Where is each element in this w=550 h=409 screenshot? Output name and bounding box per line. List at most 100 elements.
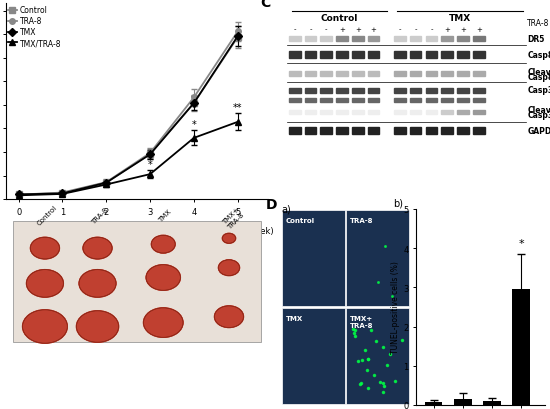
- Text: -: -: [430, 27, 433, 32]
- Bar: [454, 399, 472, 405]
- Circle shape: [218, 260, 239, 276]
- Y-axis label: TUNEL-positive cells (%): TUNEL-positive cells (%): [392, 261, 400, 353]
- FancyBboxPatch shape: [336, 89, 348, 93]
- FancyBboxPatch shape: [442, 72, 453, 77]
- FancyBboxPatch shape: [352, 72, 364, 77]
- FancyBboxPatch shape: [394, 89, 406, 93]
- Circle shape: [144, 308, 183, 337]
- FancyBboxPatch shape: [368, 37, 380, 42]
- Text: -: -: [325, 27, 327, 32]
- Text: Control: Control: [285, 217, 315, 223]
- FancyBboxPatch shape: [473, 37, 485, 42]
- Text: Casp8: Casp8: [527, 50, 550, 59]
- Text: +: +: [460, 27, 466, 32]
- Text: TRA-8: TRA-8: [527, 19, 550, 28]
- Circle shape: [146, 265, 180, 290]
- Text: DR5: DR5: [527, 35, 545, 44]
- FancyBboxPatch shape: [289, 89, 300, 93]
- Circle shape: [214, 306, 244, 328]
- Circle shape: [76, 311, 119, 342]
- FancyBboxPatch shape: [305, 72, 316, 77]
- FancyBboxPatch shape: [442, 128, 453, 135]
- FancyBboxPatch shape: [457, 72, 469, 77]
- FancyBboxPatch shape: [289, 72, 300, 77]
- Text: -: -: [294, 27, 296, 32]
- Circle shape: [83, 238, 112, 259]
- FancyBboxPatch shape: [282, 308, 345, 404]
- Text: +: +: [339, 27, 345, 32]
- Text: -: -: [414, 27, 417, 32]
- FancyBboxPatch shape: [336, 37, 348, 42]
- FancyBboxPatch shape: [426, 110, 437, 115]
- FancyBboxPatch shape: [473, 99, 485, 103]
- FancyBboxPatch shape: [336, 99, 348, 103]
- Circle shape: [144, 308, 183, 337]
- Text: *: *: [191, 120, 196, 130]
- Text: Cleaved: Cleaved: [527, 67, 550, 76]
- FancyBboxPatch shape: [282, 210, 345, 306]
- Text: +: +: [444, 27, 450, 32]
- Text: TMX: TMX: [158, 208, 173, 223]
- FancyBboxPatch shape: [352, 110, 364, 115]
- FancyBboxPatch shape: [457, 52, 469, 58]
- Text: Control: Control: [321, 14, 358, 23]
- Text: b): b): [393, 198, 403, 208]
- FancyBboxPatch shape: [394, 52, 406, 58]
- FancyBboxPatch shape: [305, 52, 316, 58]
- Circle shape: [23, 310, 67, 343]
- Circle shape: [151, 236, 175, 254]
- FancyBboxPatch shape: [321, 52, 332, 58]
- FancyBboxPatch shape: [426, 99, 437, 103]
- Text: Cleaved: Cleaved: [527, 106, 550, 115]
- Circle shape: [83, 238, 112, 259]
- FancyBboxPatch shape: [336, 128, 348, 135]
- Text: TMX: TMX: [449, 14, 471, 23]
- FancyBboxPatch shape: [321, 128, 332, 135]
- Text: Casp3: Casp3: [527, 110, 550, 119]
- FancyBboxPatch shape: [346, 308, 409, 404]
- FancyBboxPatch shape: [442, 37, 453, 42]
- Text: TRA-8: TRA-8: [90, 206, 109, 225]
- FancyBboxPatch shape: [352, 99, 364, 103]
- FancyBboxPatch shape: [426, 37, 437, 42]
- FancyBboxPatch shape: [305, 128, 316, 135]
- FancyBboxPatch shape: [352, 52, 364, 58]
- FancyBboxPatch shape: [473, 128, 485, 135]
- Circle shape: [79, 270, 116, 297]
- Circle shape: [222, 234, 235, 244]
- Text: a): a): [282, 204, 292, 213]
- FancyBboxPatch shape: [457, 110, 469, 115]
- FancyBboxPatch shape: [426, 128, 437, 135]
- Circle shape: [26, 270, 63, 297]
- FancyBboxPatch shape: [457, 99, 469, 103]
- Text: TMX+
TRA-8: TMX+ TRA-8: [222, 206, 245, 230]
- FancyBboxPatch shape: [305, 37, 316, 42]
- Bar: [513, 290, 530, 405]
- FancyBboxPatch shape: [394, 110, 406, 115]
- Circle shape: [151, 236, 175, 254]
- FancyBboxPatch shape: [321, 37, 332, 42]
- Text: GAPDH: GAPDH: [527, 127, 550, 136]
- FancyBboxPatch shape: [352, 89, 364, 93]
- FancyBboxPatch shape: [368, 99, 380, 103]
- FancyBboxPatch shape: [368, 52, 380, 58]
- FancyBboxPatch shape: [368, 128, 380, 135]
- FancyBboxPatch shape: [321, 110, 332, 115]
- FancyBboxPatch shape: [426, 89, 437, 93]
- FancyBboxPatch shape: [346, 210, 409, 306]
- FancyBboxPatch shape: [289, 128, 300, 135]
- FancyBboxPatch shape: [394, 72, 406, 77]
- Text: (Week): (Week): [244, 227, 274, 236]
- Text: +: +: [371, 27, 377, 32]
- FancyBboxPatch shape: [442, 89, 453, 93]
- Circle shape: [26, 270, 63, 297]
- Circle shape: [146, 265, 180, 290]
- Text: -: -: [399, 27, 401, 32]
- FancyBboxPatch shape: [457, 128, 469, 135]
- FancyBboxPatch shape: [410, 89, 421, 93]
- FancyBboxPatch shape: [410, 37, 421, 42]
- Circle shape: [76, 311, 119, 342]
- FancyBboxPatch shape: [289, 99, 300, 103]
- FancyBboxPatch shape: [457, 89, 469, 93]
- Circle shape: [23, 310, 67, 343]
